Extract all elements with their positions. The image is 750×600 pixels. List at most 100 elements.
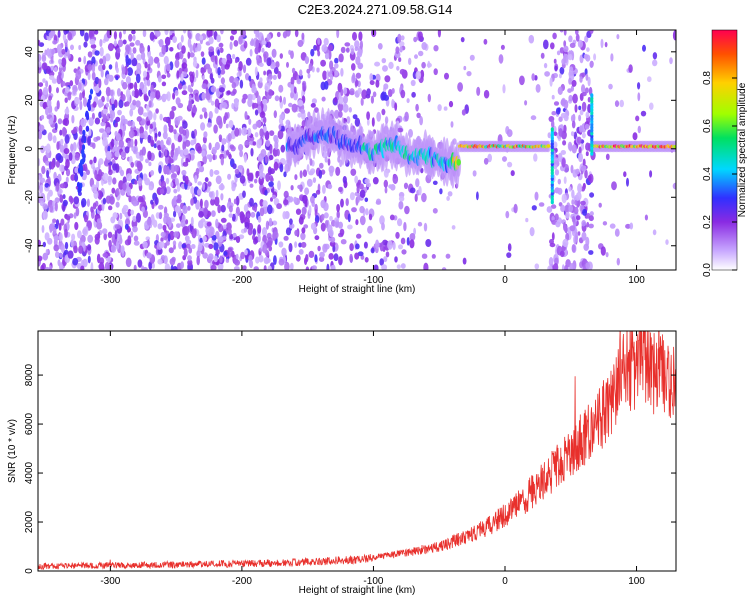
spectrogram-noise-cell: [173, 244, 176, 250]
spectrogram-noise-cell: [360, 254, 365, 260]
spectrogram-noise-cell: [141, 146, 146, 156]
spectrogram-noise-cell: [397, 33, 402, 44]
spectrogram-noise-cell: [337, 102, 344, 112]
spectrogram-noise-cell: [221, 138, 227, 145]
spectrogram-noise-cell: [74, 173, 79, 182]
spectrogram-noise-cell: [244, 111, 248, 120]
spectrogram-noise-cell: [134, 81, 138, 92]
spectrogram-noise-cell: [54, 122, 58, 131]
spectrogram-noise-cell: [498, 54, 504, 64]
spectrogram-noise-cell: [554, 169, 560, 176]
spectrogram-noise-cell: [561, 193, 567, 204]
spectrogram-noise-cell: [102, 137, 108, 147]
spectrogram-noise-cell: [297, 184, 302, 190]
spectrogram-noise-cell: [218, 183, 225, 191]
spectrogram-noise-cell: [271, 194, 276, 200]
spectrogram-noise-cell: [90, 44, 97, 49]
spectrogram-noise-cell: [190, 198, 195, 206]
spectrogram-noise-cell: [115, 201, 120, 208]
spectrogram-noise-cell: [133, 240, 140, 246]
spectrogram-noise-cell: [90, 262, 94, 270]
spectrogram-noise-cell: [563, 114, 569, 122]
spectrogram-noise-cell: [580, 165, 587, 172]
spectrogram-noise-cell: [124, 146, 130, 154]
spectrogram-noise-cell: [202, 182, 206, 191]
spectrogram-noise-cell: [90, 206, 94, 213]
spectrogram-noise-cell: [336, 210, 340, 219]
spectrogram-noise-cell: [83, 55, 87, 65]
spectrogram-noise-cell: [133, 235, 139, 242]
spectrogram-noise-cell: [400, 89, 406, 99]
spectrogram-noise-cell: [466, 71, 472, 77]
spectrogram-noise-cell: [334, 63, 339, 69]
spectrogram-noise-cell: [549, 77, 553, 87]
spectrogram-noise-cell: [614, 228, 620, 237]
spectrogram-noise-cell: [232, 233, 237, 238]
spectrogram-noise-cell: [254, 132, 259, 138]
spectrogram-noise-cell: [160, 180, 167, 190]
spectrogram-noise-cell: [619, 99, 624, 108]
spectrogram-noise-cell: [587, 103, 591, 114]
spectrogram-noise-cell: [554, 65, 558, 72]
spectrogram-noise-cell: [584, 35, 589, 43]
spectrogram-noise-cell: [122, 204, 129, 212]
spectrogram-noise-cell: [227, 133, 232, 142]
spectrogram-noise-cell: [57, 259, 61, 267]
spectrogram-noise-cell: [383, 83, 389, 90]
spectrogram-noise-cell: [87, 244, 92, 251]
spectrogram-noise-cell: [217, 49, 220, 56]
spectrogram-noise-cell: [423, 262, 429, 270]
spectrogram-noise-cell: [182, 205, 188, 214]
spectrogram-noise-cell: [432, 180, 438, 185]
spectrogram-noise-cell: [311, 265, 317, 270]
spectrogram-noise-cell: [375, 79, 380, 88]
spectrogram-noise-cell: [628, 64, 633, 73]
spectrogram-noise-cell: [142, 30, 147, 38]
spectrogram-noise-cell: [289, 262, 294, 270]
spectrogram-noise-cell: [164, 36, 171, 46]
spectrogram-noise-cell: [78, 124, 83, 132]
spectrogram-noise-cell: [87, 255, 91, 264]
spectrogram-noise-cell: [61, 57, 67, 68]
spectrogram-noise-cell: [80, 118, 87, 128]
spectrogram-noise-cell: [166, 139, 170, 145]
spectrogram-noise-cell: [91, 112, 95, 120]
spectrogram-noise-cell: [269, 130, 275, 137]
spectrogram-noise-cell: [190, 216, 194, 227]
spectrogram-noise-cell: [119, 169, 125, 177]
spectrogram-noise-cell: [571, 199, 575, 206]
spectrogram-noise-cell: [257, 234, 261, 243]
spectrogram-noise-cell: [623, 171, 627, 178]
spectrogram-noise-cell: [506, 129, 513, 138]
colorbar: 0.0 0.2 0.4 0.6 0.8 Normalized spectral ampl…: [702, 29, 748, 277]
spectrogram-noise-cell: [550, 42, 555, 50]
spectrogram-noise-cell: [575, 30, 579, 35]
spectrogram-noise-cell: [79, 100, 83, 111]
spectrogram-noise-cell: [439, 188, 443, 195]
spectrogram-edge-cell: [590, 93, 594, 98]
spectrogram-noise-cell: [195, 167, 200, 175]
spectrogram-noise-cell: [137, 106, 144, 116]
spectrogram-noise-cell: [234, 258, 239, 264]
spectrogram-noise-cell: [219, 255, 223, 263]
spectrogram-noise-cell: [39, 184, 43, 195]
spectrogram-noise-cell: [301, 241, 307, 248]
spectrogram-noise-cell: [343, 87, 348, 95]
spectrogram-noise-cell: [77, 82, 82, 91]
spectrogram-noise-cell: [40, 114, 45, 120]
spectrogram-noise-cell: [338, 186, 343, 193]
spectrogram-noise-cell: [42, 210, 48, 220]
spectrogram-noise-cell: [469, 54, 475, 61]
spectrogram-noise-cell: [395, 46, 400, 55]
spectrogram-noise-cell: [139, 155, 144, 162]
spectrogram-noise-cell: [308, 205, 312, 215]
spectrogram-noise-cell: [49, 204, 54, 213]
spectrogram-noise-cell: [370, 95, 374, 104]
spectrogram-noise-cell: [423, 222, 428, 232]
snr-ylabel: SNR (10 * v/v): [7, 419, 18, 483]
spectrogram-noise-cell: [171, 173, 177, 178]
spectrogram-noise-cell: [218, 134, 223, 141]
spectrogram-noise-cell: [397, 127, 403, 133]
spectrogram-noise-cell: [546, 206, 553, 213]
spectrogram-noise-cell: [220, 156, 224, 166]
